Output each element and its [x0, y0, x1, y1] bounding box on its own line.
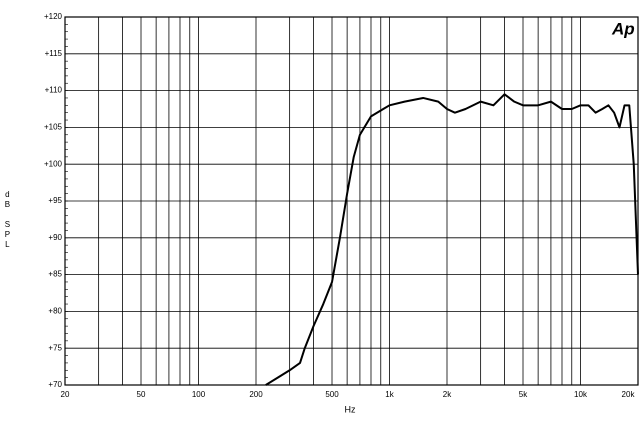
y-tick-label: +120	[44, 12, 63, 21]
y-tick-label: +95	[48, 196, 62, 205]
logo: Ap	[611, 19, 635, 38]
y-axis-label: dB SPL	[3, 190, 12, 250]
y-tick-label: +105	[44, 123, 63, 132]
y-tick-label: +85	[48, 270, 62, 279]
y-tick-label: +75	[48, 343, 62, 352]
x-tick-label: 2k	[443, 390, 452, 399]
x-tick-label: 100	[192, 390, 206, 399]
x-tick-label: 20	[61, 390, 70, 399]
x-tick-label: 20k	[622, 390, 636, 399]
y-tick-label: +100	[44, 159, 63, 168]
response-curve	[265, 93, 639, 386]
x-tick-label: 200	[249, 390, 263, 399]
y-tick-label: +90	[48, 233, 62, 242]
x-tick-label: 10k	[574, 390, 588, 399]
x-tick-label: 50	[137, 390, 146, 399]
y-tick-label: +70	[48, 380, 62, 389]
x-tick-label: 5k	[519, 390, 528, 399]
x-tick-label: 1k	[385, 390, 394, 399]
y-tick-label: +80	[48, 307, 62, 316]
y-tick-label: +115	[45, 49, 63, 58]
x-tick-label: 500	[325, 390, 339, 399]
y-tick-label: +110	[45, 86, 63, 95]
x-axis-label: Hz	[345, 404, 356, 414]
